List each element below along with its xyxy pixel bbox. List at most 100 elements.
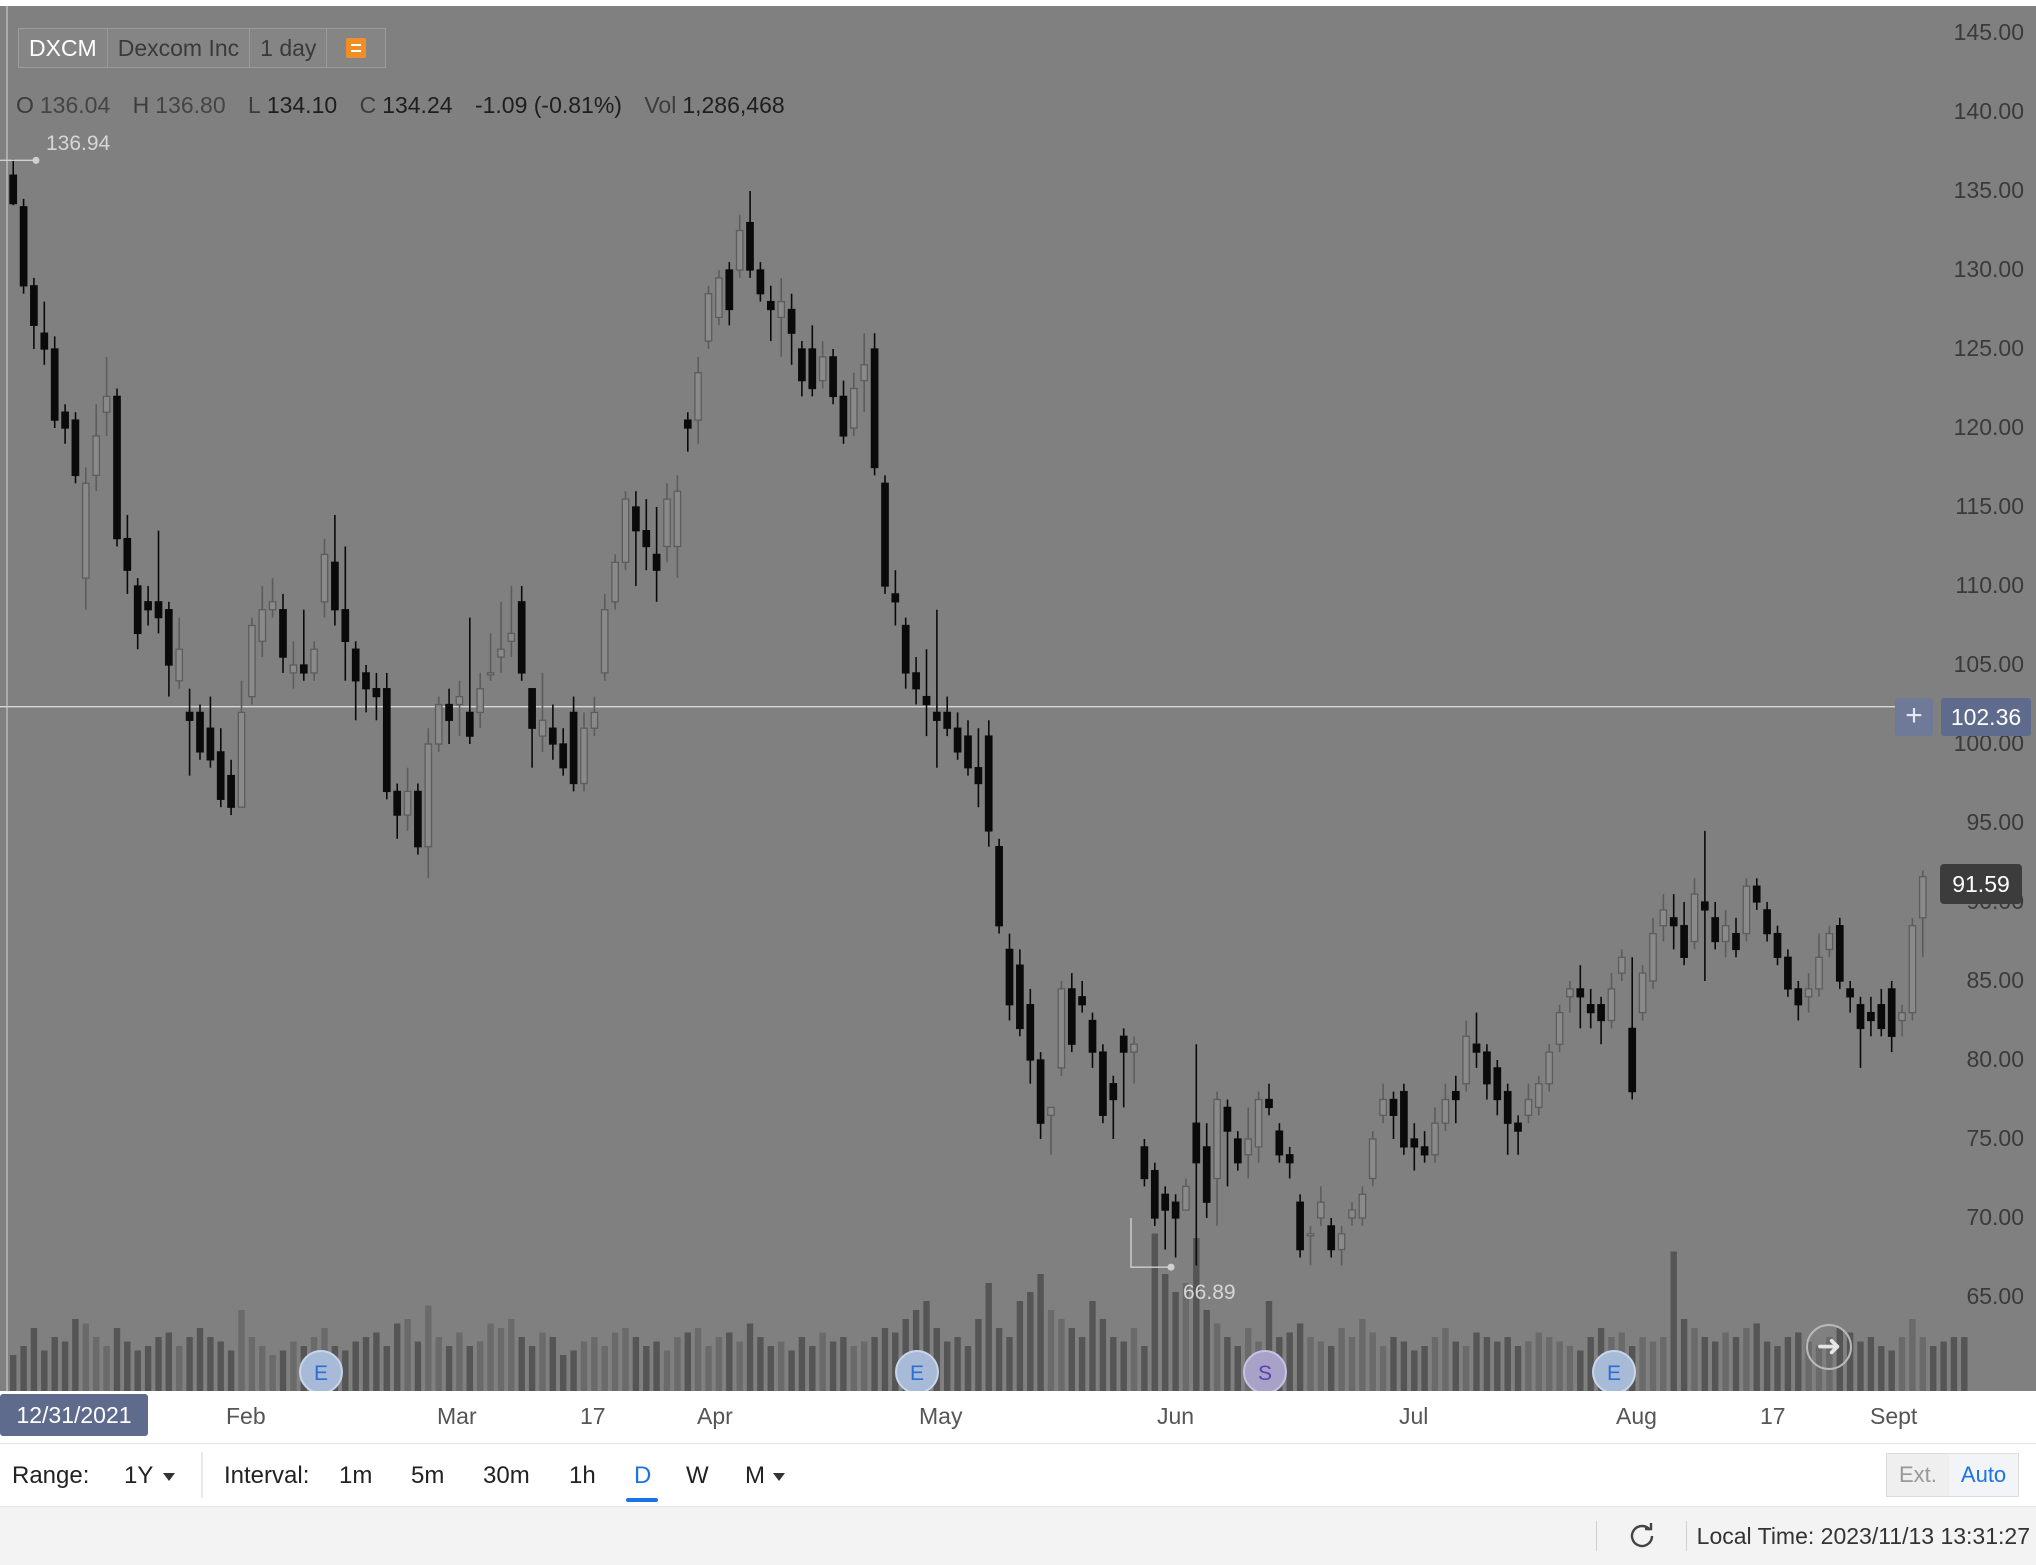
candle-body — [1337, 1233, 1346, 1251]
candle-body — [1213, 1098, 1221, 1180]
candle-body — [548, 727, 557, 745]
volume-bar — [705, 1346, 712, 1391]
candle-body — [715, 277, 723, 319]
volume-bar — [1722, 1332, 1729, 1391]
volume-bar — [933, 1328, 940, 1391]
candle-body — [943, 711, 952, 729]
split-event-marker[interactable]: S — [1243, 1350, 1287, 1391]
volume-bar — [1940, 1341, 1947, 1391]
earnings-event-marker[interactable]: E — [299, 1350, 343, 1391]
menu-button[interactable] — [327, 38, 385, 58]
ohlc-readout: O 136.04 H 136.80 L 134.10 C 134.24 -1.09 (-… — [16, 92, 801, 119]
candle-body — [559, 743, 568, 769]
candle-body — [61, 411, 69, 429]
candle-body — [860, 364, 869, 382]
refresh-icon[interactable] — [1628, 1521, 1656, 1549]
volume-bar — [881, 1328, 889, 1391]
candle-body — [590, 711, 599, 729]
volume-bar — [1411, 1350, 1418, 1391]
volume-bar — [923, 1301, 930, 1391]
volume-bar — [176, 1346, 183, 1391]
volume-bar — [352, 1341, 359, 1391]
symbol-label[interactable]: DXCM — [19, 29, 108, 67]
candle-body — [50, 348, 59, 421]
auto-scale-button[interactable]: Auto — [1948, 1454, 2019, 1496]
volume-bar — [1006, 1337, 1013, 1391]
volume-bar — [466, 1346, 473, 1391]
volume-bar — [435, 1337, 442, 1391]
candle-body — [40, 332, 49, 350]
volume-bar — [944, 1341, 951, 1391]
volume-bar — [248, 1337, 256, 1391]
candle-body — [704, 293, 713, 342]
interval-m-select[interactable]: M — [745, 1462, 785, 1490]
candle-body — [424, 743, 433, 848]
volume-bar — [414, 1341, 422, 1391]
volume-bar — [1162, 1274, 1169, 1391]
candle-body — [196, 711, 204, 753]
candle-body — [1732, 932, 1740, 951]
candle-body — [289, 664, 298, 674]
volume-bar — [1919, 1337, 1926, 1391]
y-tick-label: 85.00 — [1966, 967, 2024, 993]
interval-1h[interactable]: 1h — [569, 1462, 596, 1489]
volume-bar — [1213, 1323, 1221, 1391]
candle-body — [1244, 1138, 1253, 1156]
volume-bar — [124, 1341, 131, 1391]
volume-bar — [736, 1341, 743, 1391]
volume-bar — [1193, 1238, 1200, 1391]
volume-bar — [456, 1332, 463, 1391]
volume-bar — [1660, 1337, 1667, 1391]
volume-bar — [892, 1332, 899, 1391]
add-alert-button[interactable]: + — [1895, 698, 1933, 736]
candle-body — [351, 648, 360, 682]
interval-w[interactable]: W — [686, 1462, 709, 1489]
ext-hours-button[interactable]: Ext. — [1899, 1462, 1937, 1487]
local-time: Local Time: 2023/11/13 13:31:27 — [1696, 1523, 2030, 1549]
volume-bar — [1296, 1323, 1304, 1391]
candlestick-plot[interactable] — [0, 6, 2036, 1391]
candle-body — [1296, 1201, 1304, 1251]
candle-body — [279, 609, 287, 658]
x-tick-label: 17 — [580, 1403, 606, 1429]
candle-body — [756, 269, 765, 295]
volume-bar — [809, 1346, 816, 1391]
earnings-event-marker[interactable]: E — [1592, 1350, 1636, 1391]
volume-bar — [30, 1328, 38, 1391]
arrow-right-icon: ➜ — [1816, 1330, 1842, 1363]
low-key: L — [248, 92, 261, 118]
interval-label: Interval: — [224, 1462, 310, 1489]
candle-body — [362, 672, 370, 690]
candle-body — [777, 300, 786, 319]
volume-bar — [1307, 1337, 1314, 1391]
candle-body — [455, 695, 464, 706]
candle-body — [1846, 988, 1854, 998]
candle-body — [1918, 876, 1927, 919]
candle-body — [1638, 972, 1647, 1014]
volume-bar — [1712, 1341, 1719, 1391]
volume-bar — [601, 1346, 608, 1391]
candle-body — [1223, 1106, 1232, 1132]
volume-bar — [570, 1350, 577, 1391]
symbol-header[interactable]: DXCM Dexcom Inc 1 day — [18, 28, 387, 68]
volume-value: 1,286,468 — [682, 92, 785, 118]
candle-body — [1285, 1154, 1294, 1164]
interval-5m[interactable]: 5m — [411, 1462, 445, 1489]
volume-bar — [1120, 1341, 1127, 1391]
interval-30m[interactable]: 30m — [483, 1462, 530, 1489]
scroll-to-latest-button[interactable]: ➜ — [1806, 1324, 1852, 1370]
interval-d[interactable]: D — [634, 1462, 652, 1489]
candle-body — [798, 348, 806, 382]
earnings-event-marker[interactable]: E — [895, 1350, 939, 1391]
interval-1m[interactable]: 1m — [339, 1462, 373, 1489]
candle-body — [1534, 1083, 1543, 1109]
interval-label[interactable]: 1 day — [250, 29, 328, 67]
volume-bar — [165, 1332, 172, 1391]
range-select[interactable]: 1Y — [124, 1462, 176, 1490]
candle-body — [818, 356, 827, 382]
candle-body — [1265, 1098, 1273, 1109]
candle-body — [1130, 1043, 1138, 1053]
candle-body — [829, 356, 837, 398]
candle-body — [1348, 1209, 1356, 1219]
